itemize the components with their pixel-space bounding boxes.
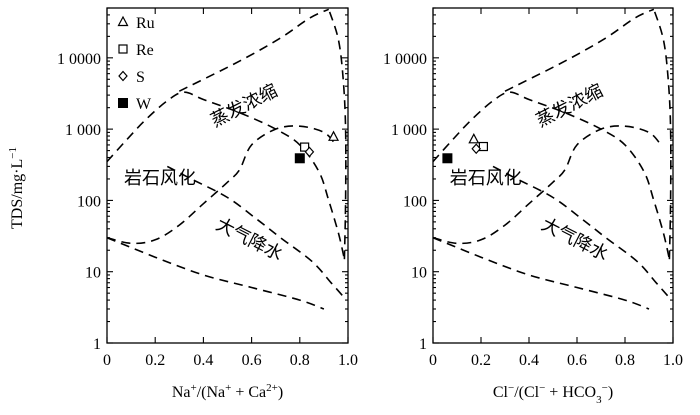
data-point-re <box>300 142 310 152</box>
x-tick-label: 0.6 <box>242 352 262 369</box>
y-axis-label: TDS/mg·L−1 <box>7 147 26 229</box>
field-boundary <box>178 8 330 92</box>
plot-frame <box>432 7 674 344</box>
data-point-ru <box>328 130 340 141</box>
y-tick-label: 1 0000 <box>57 51 101 68</box>
x-tick-label: 0 <box>429 352 437 369</box>
field-boundary <box>106 236 325 310</box>
data-point-s <box>304 146 315 158</box>
legend-marker <box>118 70 128 82</box>
legend-label: Re <box>136 42 154 59</box>
data-point-s <box>471 143 482 155</box>
field-boundary <box>492 165 669 297</box>
legend-label: S <box>136 69 145 86</box>
x-tick-label: 0.4 <box>193 352 213 369</box>
field-boundary <box>653 9 672 260</box>
y-tick-label: 1 000 <box>65 122 101 139</box>
x-tick-label: 0.2 <box>471 352 491 369</box>
data-point-ru <box>468 133 480 144</box>
x-tick-label: 1.0 <box>338 352 358 369</box>
y-tick-label: 100 <box>77 193 101 210</box>
x-tick-label: 0.4 <box>519 352 539 369</box>
field-boundary <box>106 125 337 245</box>
legend-marker <box>118 44 128 54</box>
x-tick-label: 1.0 <box>663 352 683 369</box>
x-tick-label: 0.2 <box>145 352 165 369</box>
field-boundary <box>166 165 344 297</box>
chart-panel-cl-ratio: 1 10 100 1 000 1 0000 0 0.2 0.4 0.6 0.8 1.0 Cl−/(Cl… <box>383 7 683 406</box>
data-point-re <box>478 141 488 152</box>
x-tick-label: 0.8 <box>290 352 310 369</box>
x-axis-label: Cl−/(Cl− + HCO3−) <box>493 382 613 406</box>
region-label: 岩石风化 <box>450 168 522 189</box>
y-tick-label: 1 <box>419 336 427 353</box>
region-label: 蒸发浓缩 <box>207 80 281 131</box>
field-boundary <box>327 9 347 260</box>
y-tick-label: 1 000 <box>391 122 427 139</box>
y-tick-label: 100 <box>403 193 427 210</box>
x-tick-label: 0.6 <box>567 352 587 369</box>
chart-panel-na-ratio: 1 10 100 1 000 1 0000 0 0.2 0.4 0.6 0.8 1.0 Na+/(Na… <box>57 7 358 401</box>
plot-frame <box>106 7 349 344</box>
y-tick-label: 1 0000 <box>383 51 427 68</box>
field-boundary <box>432 125 662 245</box>
legend: Ru Re SW <box>117 15 155 113</box>
region-label: 蒸发浓缩 <box>533 80 607 131</box>
legend-marker <box>117 15 129 27</box>
x-tick-label: 0 <box>103 352 111 369</box>
x-axis-label: Na+/(Na+ + Ca2+) <box>172 382 283 401</box>
legend-label: Ru <box>136 15 155 32</box>
y-tick-label: 10 <box>85 265 101 282</box>
region-label: 岩石风化 <box>124 168 196 189</box>
legend-label: W <box>136 96 152 113</box>
x-tick-label: 0.8 <box>615 352 635 369</box>
data-point-w <box>294 153 305 164</box>
y-tick-label: 1 <box>93 336 101 353</box>
data-point-w <box>442 153 453 164</box>
field-boundary <box>504 8 655 92</box>
region-label: 大气降水 <box>538 214 612 265</box>
y-tick-label: 10 <box>411 265 427 282</box>
legend-marker <box>118 98 128 108</box>
region-label: 大气降水 <box>212 214 286 265</box>
field-boundary <box>432 236 650 310</box>
